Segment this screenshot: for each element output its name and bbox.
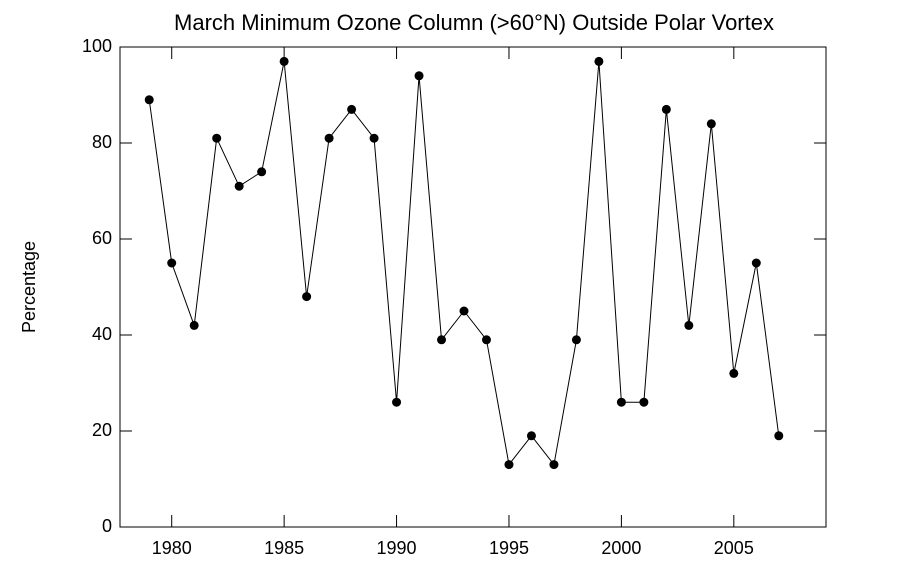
point [751, 258, 761, 268]
y-tick-label: 60 [92, 228, 112, 248]
point [189, 320, 199, 330]
y-tick-label: 40 [92, 324, 112, 344]
y-tick-label: 100 [82, 36, 112, 56]
point [616, 397, 626, 407]
point [302, 292, 312, 302]
point [526, 431, 536, 441]
chart-title: March Minimum Ozone Column (>60°N) Outsi… [174, 10, 774, 35]
y-tick-label: 0 [102, 516, 112, 536]
point [437, 335, 447, 345]
point [774, 431, 784, 441]
point [324, 133, 334, 143]
point [347, 104, 357, 114]
point [594, 56, 604, 66]
x-tick-label: 2005 [714, 538, 754, 558]
point [144, 95, 154, 105]
point [279, 56, 289, 66]
point [459, 306, 469, 316]
point [639, 397, 649, 407]
y-tick-label: 20 [92, 420, 112, 440]
point [549, 460, 559, 470]
point [234, 181, 244, 191]
x-tick-label: 1980 [152, 538, 192, 558]
point [684, 320, 694, 330]
point [661, 104, 671, 114]
x-tick-label: 2000 [601, 538, 641, 558]
y-axis-label: Percentage [19, 241, 39, 333]
line [148, 61, 780, 466]
y-tick-label: 80 [92, 132, 112, 152]
point [257, 167, 267, 177]
point [369, 133, 379, 143]
x-tick-label: 1990 [377, 538, 417, 558]
point [167, 258, 177, 268]
point [392, 397, 402, 407]
point [481, 335, 491, 345]
point [212, 133, 222, 143]
x-tick-label: 1985 [264, 538, 304, 558]
plot-frame [119, 46, 827, 528]
point [571, 335, 581, 345]
point [729, 368, 739, 378]
point [706, 119, 716, 129]
point [414, 71, 424, 81]
point [504, 460, 514, 470]
x-tick-label: 1995 [489, 538, 529, 558]
